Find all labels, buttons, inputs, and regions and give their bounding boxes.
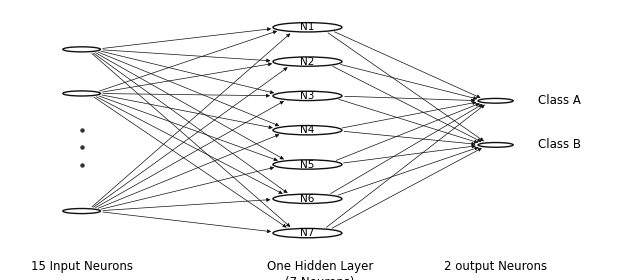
Text: 2 output Neurons: 2 output Neurons <box>444 260 547 273</box>
Ellipse shape <box>273 57 342 66</box>
Ellipse shape <box>478 99 513 103</box>
Ellipse shape <box>273 160 342 169</box>
Ellipse shape <box>273 23 342 32</box>
Ellipse shape <box>63 47 100 52</box>
Text: Class B: Class B <box>538 138 581 151</box>
Text: N5: N5 <box>300 160 315 169</box>
Text: N6: N6 <box>300 194 315 204</box>
Ellipse shape <box>63 91 100 96</box>
Text: N4: N4 <box>300 125 315 135</box>
Text: N2: N2 <box>300 57 315 67</box>
Text: Class A: Class A <box>538 94 581 107</box>
Ellipse shape <box>273 125 342 135</box>
Ellipse shape <box>273 194 342 204</box>
Text: 15 Input Neurons: 15 Input Neurons <box>31 260 132 273</box>
Ellipse shape <box>478 143 513 147</box>
Ellipse shape <box>63 209 100 214</box>
Text: N1: N1 <box>300 22 315 32</box>
Text: One Hidden Layer
(7 Neurons): One Hidden Layer (7 Neurons) <box>267 260 373 280</box>
Ellipse shape <box>273 91 342 101</box>
Text: N7: N7 <box>300 228 315 238</box>
Ellipse shape <box>273 228 342 238</box>
Text: N3: N3 <box>300 91 315 101</box>
